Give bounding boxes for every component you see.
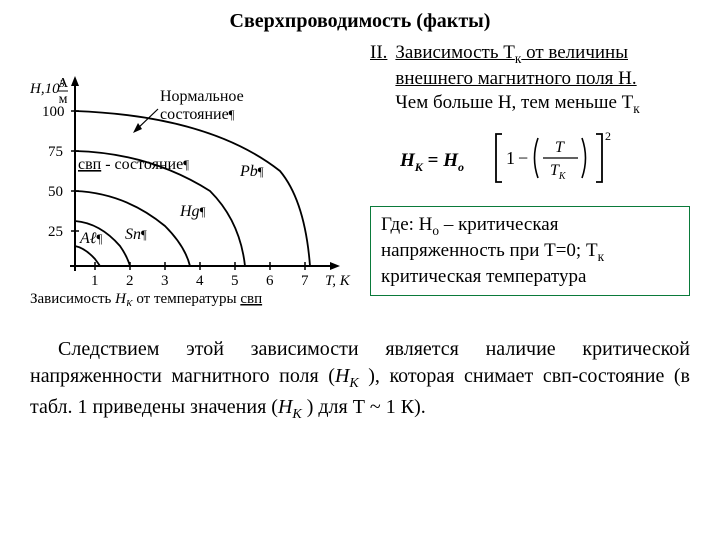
svg-text:2: 2	[605, 129, 611, 143]
x-axis-label: T, К	[325, 273, 351, 289]
svg-text:HК = Ho: HК = Ho	[400, 150, 464, 176]
annotation-svp: свп - состояние¶	[78, 156, 189, 173]
bottom-paragraph: Следствием этой зависимости является нал…	[30, 336, 690, 425]
xtick-1: 2	[126, 273, 134, 289]
xtick-5: 6	[266, 273, 274, 289]
xtick-3: 4	[196, 273, 204, 289]
xtick-2: 3	[161, 273, 169, 289]
xtick-4: 5	[231, 273, 239, 289]
ytick-3: 25	[48, 224, 63, 240]
right-column: II. Зависимость Тк от величины внешнего …	[370, 41, 690, 306]
section-text: Зависимость Тк от величины внешнего магн…	[395, 41, 690, 118]
chart-column: H,103 А м 100 75 50 25 1 2	[30, 41, 360, 306]
curve-inner	[75, 246, 100, 266]
formula: HК = Ho 1 − T TK 2	[400, 128, 690, 188]
label-hg: Hg¶	[179, 203, 206, 220]
label-pb: Pb¶	[239, 163, 264, 180]
label-sn: Sn¶	[125, 226, 147, 243]
label-al: Aℓ¶	[79, 230, 102, 247]
chart-caption: Зависимость HК от температуры свп	[30, 291, 262, 306]
svg-text:TK: TK	[550, 162, 567, 182]
svg-text:1: 1	[506, 148, 515, 168]
top-row: H,103 А м 100 75 50 25 1 2	[30, 41, 690, 306]
svg-text:T: T	[555, 139, 565, 156]
curve-pb	[75, 111, 310, 266]
xtick-0: 1	[91, 273, 99, 289]
svg-text:−: −	[518, 148, 528, 168]
page-title: Сверхпроводимость (факты)	[30, 10, 690, 33]
ytick-0: 100	[42, 104, 65, 120]
ytick-1: 75	[48, 144, 63, 160]
annotation-normal-1: Нормальное	[160, 88, 244, 105]
y-unit-top: А	[58, 76, 69, 91]
ytick-2: 50	[48, 184, 63, 200]
xtick-6: 7	[301, 273, 309, 289]
description-box: Где: Но – критическая напряженность при …	[370, 206, 690, 297]
annotation-normal-2: состояние¶	[160, 106, 235, 123]
y-ticks: 100 75 50 25	[42, 104, 79, 240]
section-heading: II. Зависимость Тк от величины внешнего …	[370, 41, 690, 118]
phase-diagram: H,103 А м 100 75 50 25 1 2	[30, 71, 360, 306]
y-label-H: H,10	[30, 81, 60, 97]
curves	[75, 111, 310, 266]
section-number: II.	[370, 41, 387, 118]
